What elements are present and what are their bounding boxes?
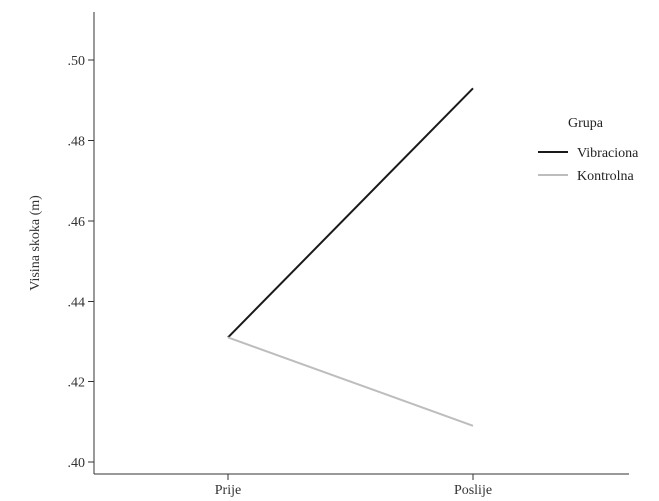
x-tick-label: Prije [215, 483, 241, 498]
legend-label-vibraciona: Vibraciona [577, 146, 639, 161]
legend-title: Grupa [568, 116, 604, 131]
series-line-vibraciona [227, 87, 474, 339]
legend: Grupa Vibraciona Kontrolna [538, 116, 639, 184]
legend-label-kontrolna: Kontrolna [577, 169, 635, 184]
x-tick-label: Poslije [454, 483, 492, 498]
y-tick-label: .44 [68, 295, 86, 310]
series-line-kontrolna [227, 336, 474, 427]
series-layer [227, 87, 474, 427]
y-tick-label: .48 [68, 135, 86, 150]
y-tick-label: .42 [68, 376, 86, 391]
x-ticks: Prije Poslije [215, 474, 492, 498]
y-tick-label: .40 [68, 456, 86, 471]
y-axis-title: Visina skoka (m) [28, 195, 43, 291]
y-ticks: .40 .42 .44 .46 .48 .50 [68, 54, 94, 471]
y-tick-label: .46 [68, 215, 86, 230]
y-tick-label: .50 [68, 54, 86, 69]
